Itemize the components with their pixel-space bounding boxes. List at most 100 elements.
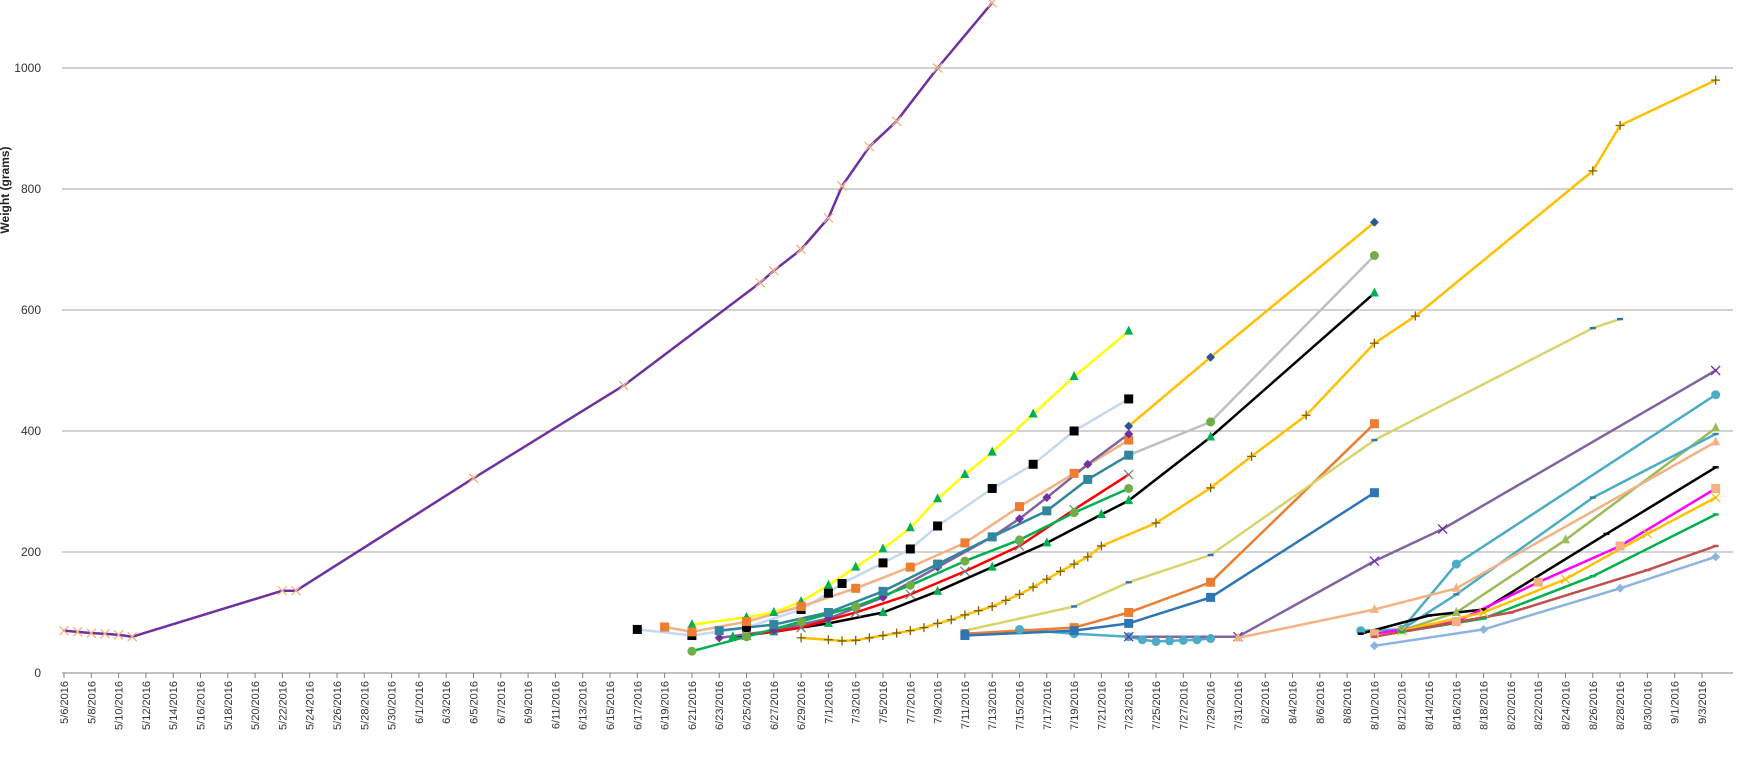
series-point — [1206, 634, 1216, 644]
x-tick-label: 8/28/2016 — [1615, 681, 1627, 730]
series-point — [1028, 459, 1038, 469]
series-point — [1042, 537, 1052, 547]
series-point — [660, 622, 670, 632]
series-point — [1369, 419, 1379, 429]
x-tick-label: 5/30/2016 — [387, 681, 399, 730]
x-tick-label: 6/27/2016 — [769, 681, 781, 730]
series-point — [728, 631, 738, 641]
series-point — [796, 617, 806, 627]
series-point — [823, 213, 834, 223]
x-tick-label: 7/21/2016 — [1096, 681, 1108, 730]
y-tick-label: 0 — [34, 666, 41, 680]
series-point — [905, 562, 915, 572]
series-point — [1247, 451, 1257, 461]
series-point — [987, 601, 997, 611]
series-line-14 — [963, 422, 1376, 635]
series-point — [632, 624, 642, 634]
series-point — [1124, 435, 1134, 445]
series-point — [933, 559, 943, 569]
series-point — [1206, 592, 1216, 602]
x-tick-label: 8/4/2016 — [1288, 681, 1300, 724]
series-point — [1369, 641, 1379, 651]
series-point — [1015, 589, 1024, 599]
x-tick-label: 6/23/2016 — [714, 681, 726, 730]
series-point — [960, 538, 970, 548]
series-markers-26 — [1369, 552, 1721, 651]
series-point — [1207, 553, 1214, 557]
y-tick-label: 400 — [21, 424, 41, 438]
series-point — [113, 629, 124, 640]
x-tick-label: 6/13/2016 — [578, 681, 590, 730]
series-point — [1589, 496, 1596, 499]
series-point — [618, 380, 629, 391]
x-tick-label: 6/9/2016 — [523, 681, 535, 724]
x-tick-label: 8/16/2016 — [1451, 681, 1463, 730]
series-line-22 — [1359, 466, 1717, 635]
series-markers-4 — [1124, 217, 1379, 431]
series-point — [1712, 466, 1719, 469]
series-markers-25 — [1398, 513, 1719, 634]
series-point — [878, 558, 888, 568]
x-tick-label: 5/12/2016 — [141, 681, 153, 730]
series-point — [1369, 556, 1380, 567]
series-point — [1712, 513, 1719, 516]
series-line-18 — [1359, 393, 1717, 632]
series-point — [1615, 541, 1625, 551]
series-markers-16 — [961, 317, 1624, 632]
series-point — [837, 578, 847, 588]
series-point — [742, 617, 751, 627]
series-line-11 — [745, 473, 1130, 637]
series-point — [1124, 429, 1134, 439]
series-markers-12 — [687, 483, 1134, 656]
series-point — [1071, 605, 1078, 608]
series-point — [99, 628, 110, 639]
x-tick-label: 7/3/2016 — [851, 681, 863, 724]
x-tick-label: 7/13/2016 — [987, 681, 999, 730]
y-tick-label: 1000 — [14, 61, 41, 75]
series-point — [1437, 524, 1448, 534]
series-point — [1069, 371, 1079, 381]
series-point — [960, 610, 970, 620]
x-tick-label: 8/20/2016 — [1506, 681, 1518, 730]
x-tick-label: 8/24/2016 — [1561, 681, 1573, 730]
x-tick-label: 9/1/2016 — [1670, 681, 1682, 724]
series-point — [987, 532, 997, 542]
series-point — [1001, 595, 1011, 605]
series-point — [742, 632, 751, 642]
series-point — [1055, 566, 1065, 576]
series-markers — [59, 0, 1721, 656]
y-tick-label: 600 — [21, 303, 41, 317]
series-point — [823, 635, 833, 645]
series-point — [755, 277, 766, 288]
series-point — [1711, 552, 1721, 562]
series-point — [974, 606, 984, 616]
x-tick-label: 8/10/2016 — [1369, 681, 1381, 730]
series-point — [768, 265, 779, 276]
series-markers-1 — [59, 0, 998, 642]
series-point — [878, 607, 888, 616]
x-tick-label: 7/5/2016 — [878, 681, 890, 724]
series-point — [892, 628, 902, 638]
series-point — [1560, 574, 1571, 585]
series-point — [1206, 352, 1216, 362]
x-tick-label: 5/24/2016 — [305, 681, 317, 730]
series-point — [1371, 635, 1378, 638]
series-markers-17 — [1123, 365, 1721, 642]
series-point — [1137, 635, 1147, 645]
series-point — [987, 0, 998, 8]
series-point — [933, 618, 943, 628]
series-point — [1206, 417, 1216, 427]
x-tick-label: 5/6/2016 — [59, 681, 71, 724]
series-point — [1710, 365, 1721, 376]
x-tick-label: 8/2/2016 — [1260, 681, 1272, 724]
series-point — [905, 580, 915, 590]
series-point — [1206, 577, 1216, 587]
x-tick-label: 6/3/2016 — [441, 681, 453, 724]
series-point — [1369, 251, 1379, 261]
series-point — [851, 561, 861, 571]
series-point — [960, 469, 970, 479]
series-point — [878, 586, 888, 596]
series-point — [742, 623, 751, 633]
series-point — [1398, 628, 1405, 631]
